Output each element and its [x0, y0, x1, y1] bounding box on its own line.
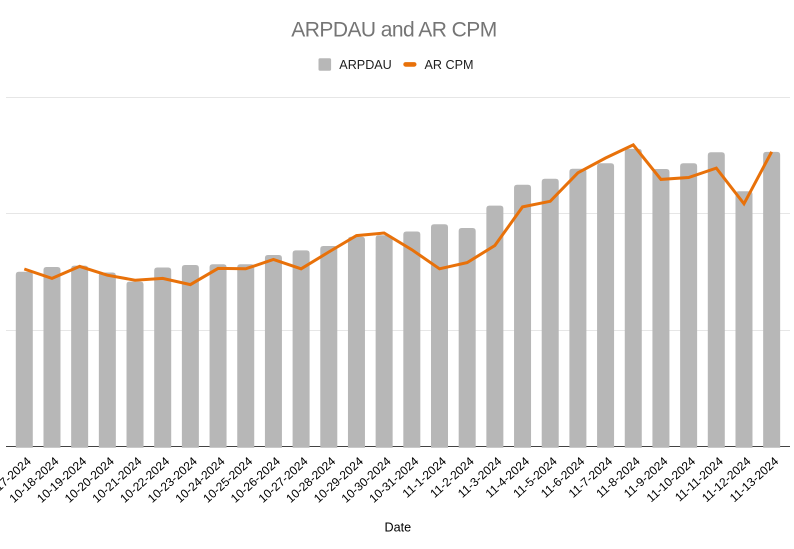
svg-text:Date: Date [384, 520, 411, 534]
svg-text:AR CPM: AR CPM [425, 58, 474, 72]
svg-text:ARPDAU and AR CPM: ARPDAU and AR CPM [291, 18, 496, 41]
svg-text:ARPDAU: ARPDAU [339, 58, 391, 72]
